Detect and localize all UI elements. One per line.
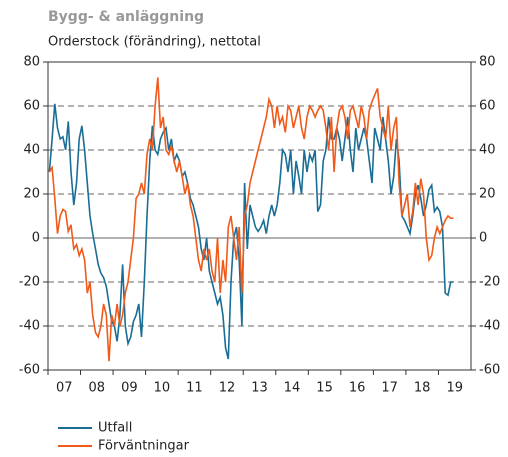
y2-tick-label: -60 <box>479 363 500 378</box>
x-tick-label: 08 <box>89 381 106 396</box>
x-tick-label: 13 <box>251 381 268 396</box>
x-tick-label: 14 <box>284 381 301 396</box>
legend-label: Utfall <box>98 421 132 436</box>
chart-subtitle: Orderstock (förändring), nettotal <box>48 35 261 50</box>
y-tick-label: 20 <box>23 187 40 202</box>
y2-tick-label: -40 <box>479 319 500 334</box>
x-tick-label: 09 <box>121 381 138 396</box>
y2-tick-label: 0 <box>479 231 487 246</box>
legend-label: Förväntningar <box>98 439 190 454</box>
y-tick-label: 80 <box>23 55 40 70</box>
y-tick-label: 60 <box>23 99 40 114</box>
x-tick-label: 17 <box>381 381 398 396</box>
x-tick-label: 07 <box>56 381 73 396</box>
y-tick-label: -60 <box>19 363 40 378</box>
series-line <box>48 77 454 362</box>
x-tick-label: 16 <box>349 381 366 396</box>
y2-tick-label: 20 <box>479 187 496 202</box>
y-tick-label: -20 <box>19 275 40 290</box>
plot-frame <box>47 61 472 371</box>
y-tick-label: 0 <box>32 231 40 246</box>
x-tick-label: 15 <box>316 381 333 396</box>
y2-tick-label: 60 <box>479 99 496 114</box>
x-tick-label: 11 <box>186 381 203 396</box>
y2-tick-label: -20 <box>479 275 500 290</box>
x-tick-label: 18 <box>414 381 431 396</box>
y2-tick-label: 80 <box>479 55 496 70</box>
y-tick-label: -40 <box>19 319 40 334</box>
y-tick-label: 40 <box>23 143 40 158</box>
x-tick-label: 12 <box>219 381 236 396</box>
y2-tick-label: 40 <box>479 143 496 158</box>
series-line <box>48 103 454 360</box>
chart-title: Bygg- & anläggning <box>48 9 204 25</box>
x-tick-label: 19 <box>446 381 463 396</box>
x-tick-label: 10 <box>154 381 171 396</box>
